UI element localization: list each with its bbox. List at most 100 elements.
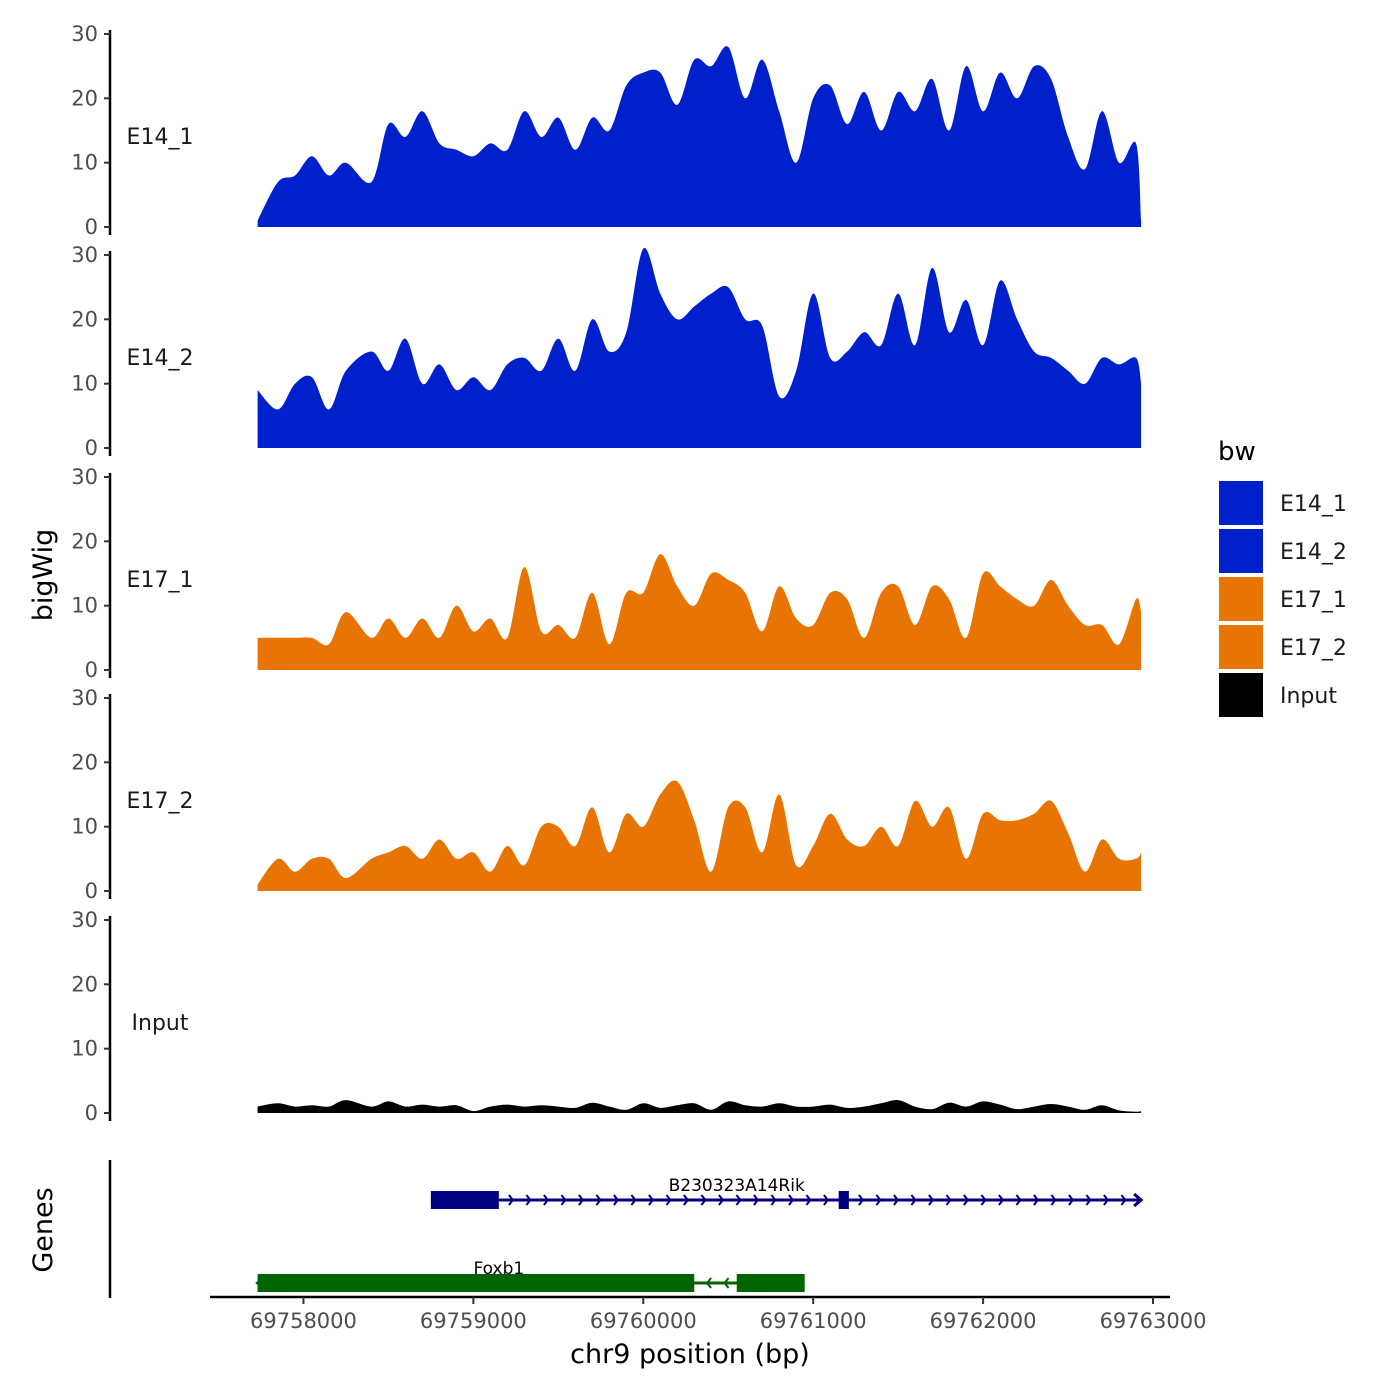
y-tick-label: 30	[71, 22, 98, 46]
strand-arrow	[735, 1194, 742, 1206]
strand-arrow	[858, 1194, 865, 1206]
strand-arrow	[630, 1194, 637, 1206]
y-tick-label: 0	[85, 1101, 98, 1125]
y-tick-label: 0	[85, 879, 98, 903]
y-tick-label: 30	[71, 465, 98, 489]
legend-swatch	[1217, 575, 1265, 623]
legend-swatch	[1217, 671, 1265, 719]
strand-arrow	[998, 1194, 1005, 1206]
legend-swatch	[1217, 479, 1265, 527]
area-e17-2	[257, 780, 1142, 891]
facet-label: E17_2	[127, 789, 194, 814]
y-tick-label: 10	[71, 372, 98, 396]
legend-item-e14-1: E14_1	[1217, 479, 1347, 527]
y-tick-label: 30	[71, 243, 98, 267]
gene-label: Foxb1	[473, 1259, 524, 1279]
strand-arrow	[945, 1194, 952, 1206]
strand-arrow	[705, 1277, 712, 1289]
strand-arrow	[1015, 1194, 1022, 1206]
area-e14-2	[257, 247, 1142, 448]
track-panel-e17-2: 0 10 20 30 E17_2	[71, 686, 1142, 903]
strand-arrow	[753, 1194, 760, 1206]
x-tick-label: 69759000	[420, 1309, 527, 1333]
y-tick-label: 0	[85, 436, 98, 460]
strand-arrow	[560, 1194, 567, 1206]
strand-arrow	[613, 1194, 620, 1206]
strand-arrow	[723, 1277, 730, 1289]
legend-item-e17-2: E17_2	[1217, 623, 1347, 671]
strand-arrow	[770, 1194, 777, 1206]
legend-label: E17_1	[1280, 588, 1347, 613]
strand-arrow	[508, 1194, 515, 1206]
strand-arrow	[928, 1194, 935, 1206]
strand-arrow	[700, 1194, 707, 1206]
gene-exon	[257, 1274, 695, 1292]
strand-arrow	[718, 1194, 725, 1206]
y-tick-label: 10	[71, 1037, 98, 1061]
genes-axis-title: Genes	[28, 1187, 59, 1272]
strand-arrow	[665, 1194, 672, 1206]
gene-b230323a14rik: B230323A14Rik	[430, 1176, 1144, 1209]
legend-swatch	[1217, 527, 1265, 575]
area-e17-1	[257, 554, 1142, 670]
y-tick-label: 20	[71, 529, 98, 553]
y-tick-label: 10	[71, 594, 98, 618]
legend-label: E14_2	[1280, 540, 1347, 565]
strand-arrow	[648, 1194, 655, 1206]
x-axis-title: chr9 position (bp)	[570, 1339, 810, 1370]
strand-end-arrow	[1133, 1192, 1144, 1208]
track-panels: 0 10 20 30 E14_1 0 10 20 30 E14_2 0 10 20 30 E17_1 0 10 2…	[71, 22, 1142, 1125]
strand-arrow	[963, 1194, 970, 1206]
strand-arrow	[683, 1194, 690, 1206]
strand-arrow	[980, 1194, 987, 1206]
track-panel-e14-2: 0 10 20 30 E14_2	[71, 243, 1142, 460]
y-tick-label: 20	[71, 750, 98, 774]
gene-exon	[736, 1274, 805, 1292]
x-tick-label: 69763000	[1100, 1309, 1207, 1333]
y-tick-label: 10	[71, 151, 98, 175]
x-tick-label: 69760000	[590, 1309, 697, 1333]
x-tick-label: 69758000	[250, 1309, 357, 1333]
x-tick-label: 69761000	[760, 1309, 867, 1333]
y-tick-label: 30	[71, 908, 98, 932]
legend-swatch	[1217, 623, 1265, 671]
legend-item-e17-1: E17_1	[1217, 575, 1347, 623]
track-panel-e17-1: 0 10 20 30 E17_1	[71, 465, 1142, 682]
legend-label: Input	[1280, 684, 1337, 709]
strand-arrow	[578, 1194, 585, 1206]
y-axis-title: bigWig	[28, 529, 59, 622]
facet-label: E17_1	[127, 568, 194, 593]
strand-arrow	[1120, 1194, 1127, 1206]
strand-arrow	[788, 1194, 795, 1206]
strand-arrow	[805, 1194, 812, 1206]
area-input	[257, 1100, 1142, 1113]
genes-panel: B230323A14Rik Foxb1	[108, 1160, 1144, 1298]
y-tick-label: 20	[71, 86, 98, 110]
strand-arrow	[1085, 1194, 1092, 1206]
y-tick-label: 20	[71, 972, 98, 996]
y-tick-label: 20	[71, 307, 98, 331]
strand-arrow	[1050, 1194, 1057, 1206]
strand-arrow	[910, 1194, 917, 1206]
legend-title: bw	[1218, 437, 1256, 467]
y-tick-label: 10	[71, 815, 98, 839]
strand-arrow	[543, 1194, 550, 1206]
strand-arrow	[823, 1194, 830, 1206]
y-tick-label: 30	[71, 686, 98, 710]
gene-exon	[430, 1191, 499, 1209]
strand-arrow	[1033, 1194, 1040, 1206]
facet-label: E14_1	[127, 125, 194, 150]
gene-label: B230323A14Rik	[669, 1176, 805, 1196]
strand-arrow	[1068, 1194, 1075, 1206]
strand-arrow	[893, 1194, 900, 1206]
gene-exon	[838, 1191, 849, 1209]
x-tick-label: 69762000	[930, 1309, 1037, 1333]
gene-foxb1: Foxb1	[255, 1259, 805, 1292]
facet-label: E14_2	[127, 346, 194, 371]
strand-arrow	[1103, 1194, 1110, 1206]
strand-arrow	[875, 1194, 882, 1206]
y-tick-label: 0	[85, 215, 98, 239]
legend-item-input: Input	[1217, 671, 1337, 719]
legend: E14_1 E14_2 E17_1 E17_2 Input	[1217, 479, 1347, 719]
